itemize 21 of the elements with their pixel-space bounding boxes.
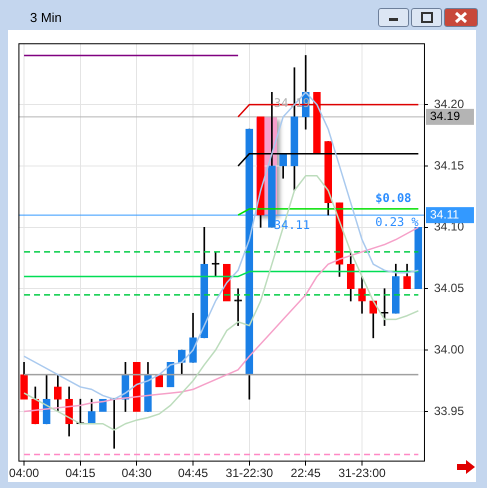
x-tick-label: 31-23:00 — [338, 466, 386, 480]
y-tick-label: 34.00 — [434, 342, 464, 356]
y-tick-label: 34.05 — [434, 281, 464, 296]
candlestick — [414, 227, 422, 290]
x-tick-label: 31-22:30 — [226, 466, 274, 480]
candlestick — [313, 92, 321, 154]
y-tick-label: 34.15 — [434, 158, 464, 172]
chart-title: 3 Min — [30, 10, 62, 25]
annotation: $0.08 — [375, 191, 412, 206]
ref-line-label: 34.11 — [430, 207, 460, 222]
x-tick-label: 04:00 — [9, 466, 40, 480]
y-tick-label: 34.20 — [434, 96, 464, 111]
x-tick-label: 22:45 — [290, 466, 322, 480]
annotation: 0.23 % — [375, 215, 420, 230]
ref-line-label: 34.19 — [430, 109, 460, 124]
candlestick — [155, 374, 164, 388]
x-tick-label: 04:30 — [122, 466, 152, 480]
annotation: 34.11 — [274, 218, 310, 232]
x-tick-label: 04:45 — [178, 466, 208, 480]
x-tick-label: 04:15 — [65, 466, 96, 480]
y-tick-label: 33.95 — [434, 404, 464, 418]
